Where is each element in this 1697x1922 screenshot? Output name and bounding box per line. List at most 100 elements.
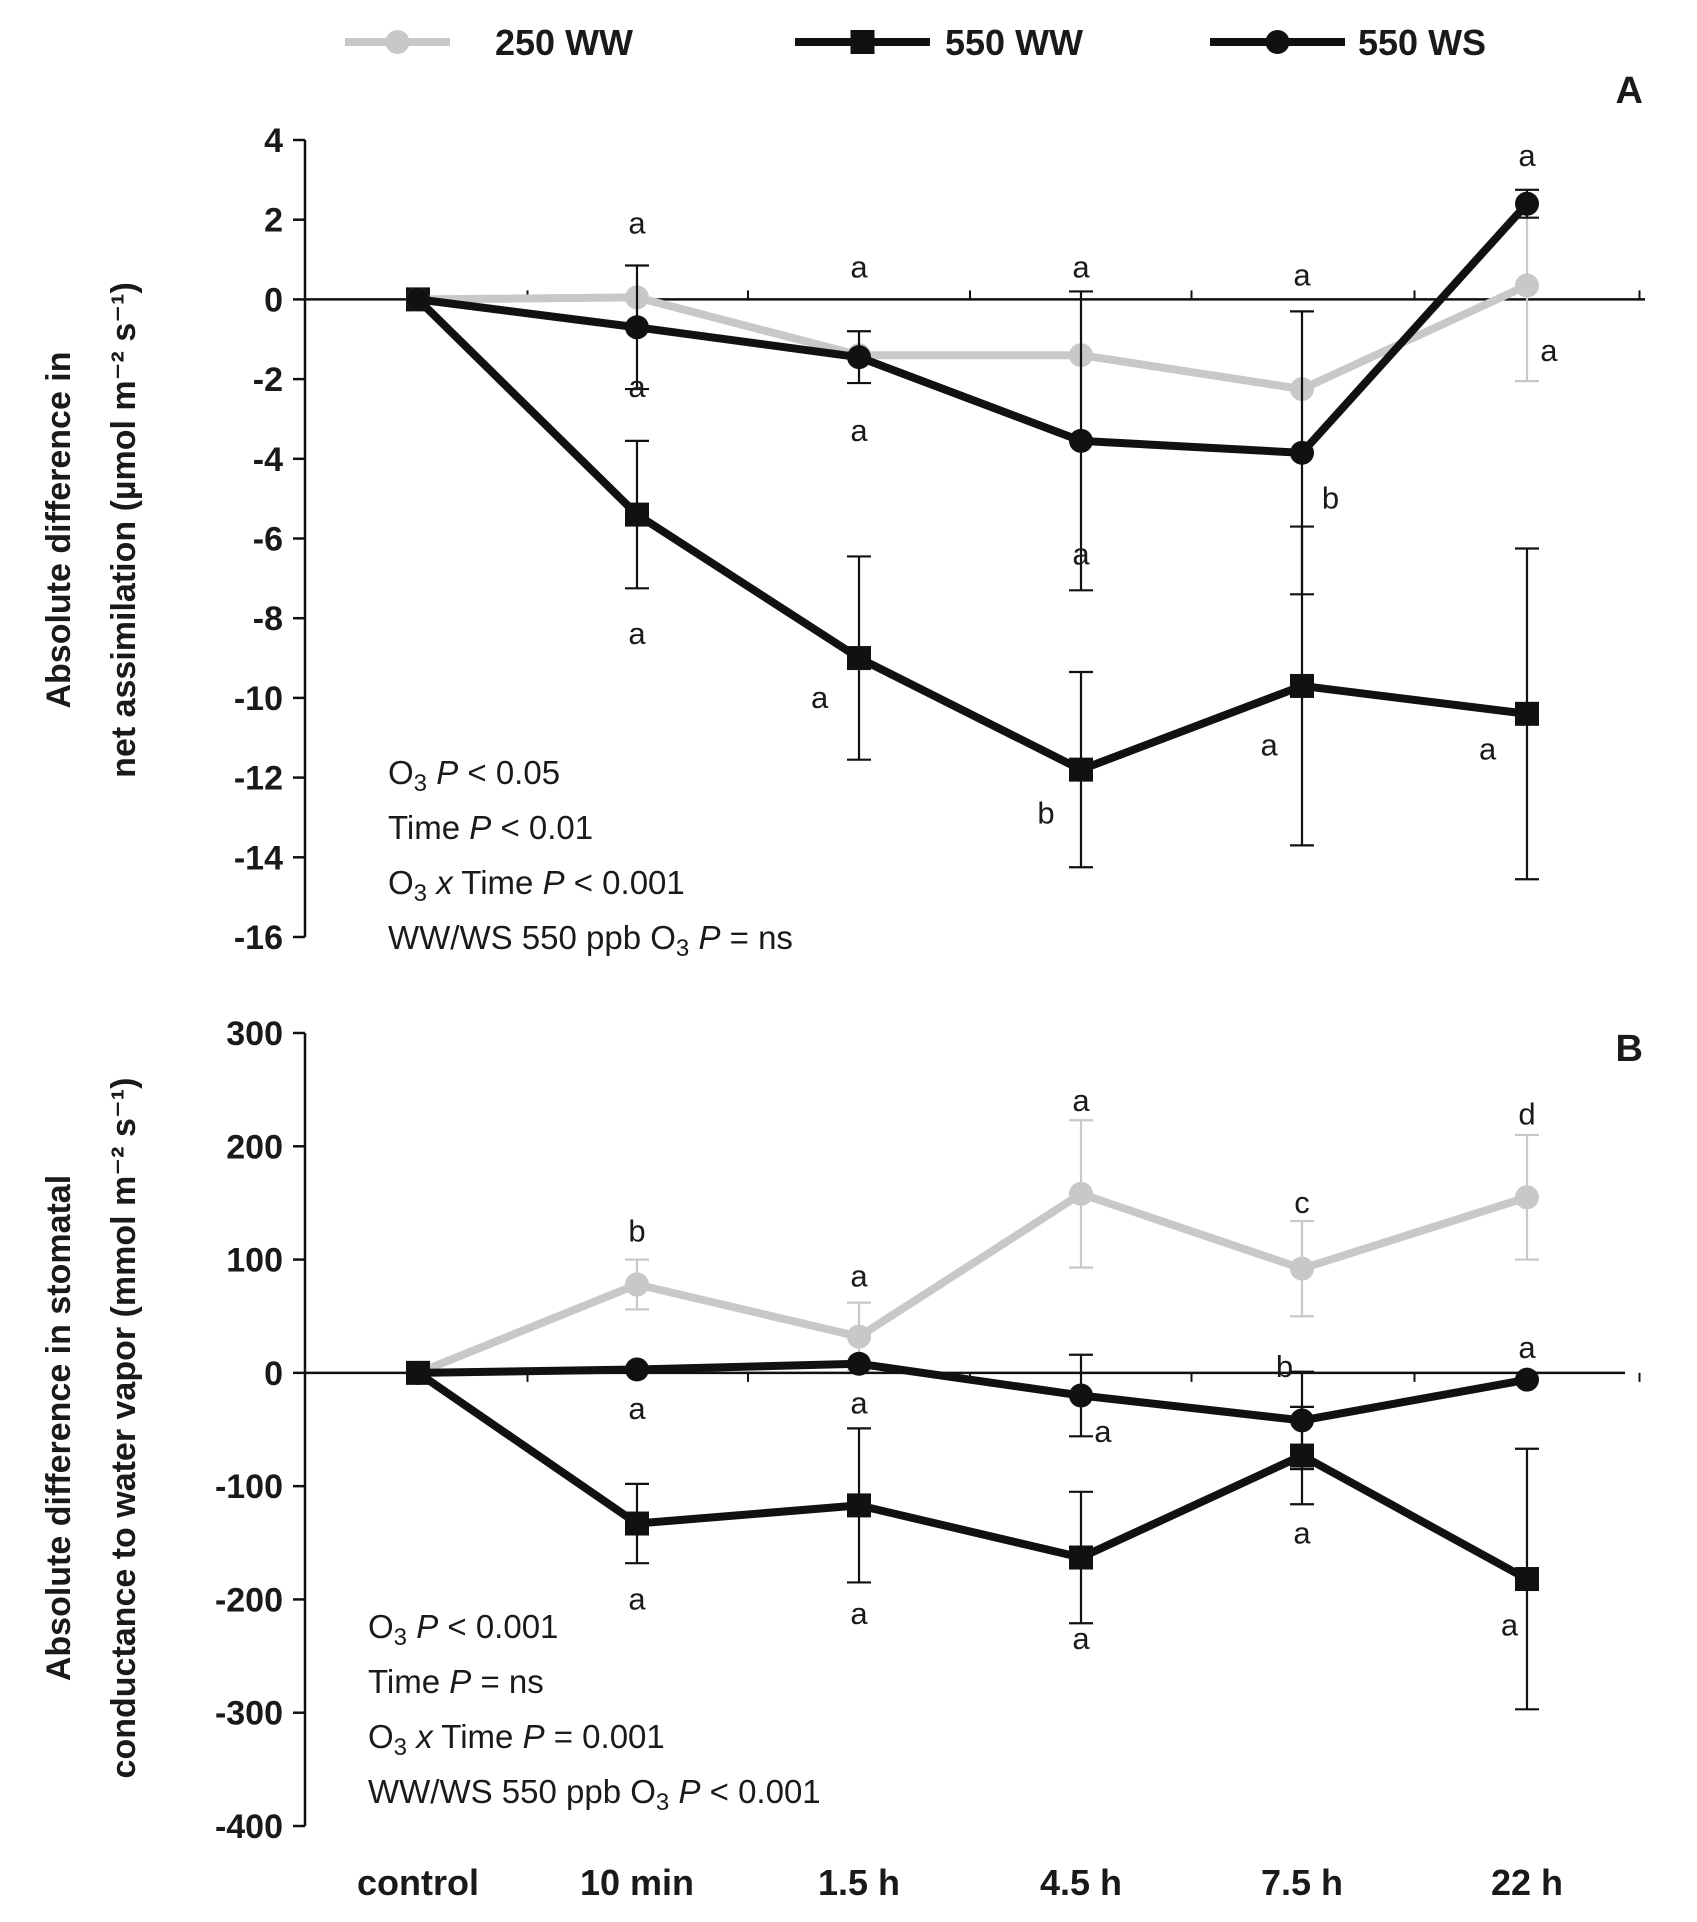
significance-letter: b	[1037, 795, 1054, 830]
x-tick-label-1-5-h: 1.5 h	[818, 1862, 900, 1903]
x-tick-label-7-5-h: 7.5 h	[1261, 1862, 1343, 1903]
y-tick-label: -300	[215, 1695, 283, 1733]
stat-segment: < 0.01	[491, 809, 593, 846]
legend-item-550-ww: 550 WW	[795, 22, 1083, 63]
series-line-550-ww	[415, 1369, 1529, 1583]
y-tick-label: -100	[215, 1468, 283, 1506]
series-line-250-ww	[417, 281, 1529, 394]
y-tick-label: -10	[234, 680, 283, 718]
data-point-550-ws	[1069, 428, 1093, 453]
data-point-550-ww	[1515, 1567, 1539, 1592]
data-point-250-ww	[1069, 1181, 1093, 1206]
significance-letter: a	[1293, 257, 1311, 292]
data-point-550-ws	[1515, 1367, 1539, 1392]
stat-line: Time P = ns	[368, 1663, 544, 1700]
stat-segment: Time	[388, 809, 469, 846]
data-point-550-ww	[1069, 1545, 1093, 1570]
stat-segment	[427, 864, 436, 901]
data-point-250-ww	[625, 1272, 649, 1297]
data-point-550-ws	[625, 1357, 649, 1382]
significance-letter: a	[1072, 250, 1090, 285]
stat-segment: < 0.001	[700, 1773, 820, 1810]
stat-segment: < 0.001	[565, 864, 685, 901]
data-point-550-ww	[625, 1511, 649, 1536]
x-axis-category-labels: control 10 min 1.5 h 4.5 h 7.5 h 22 h	[357, 1862, 1563, 1903]
stat-segment: P	[416, 1608, 438, 1645]
series-line-550-ww	[415, 296, 1528, 774]
data-point-550-ww	[625, 502, 649, 527]
y-tick-label: -14	[234, 839, 283, 877]
x-tick-label-control: control	[357, 1862, 479, 1903]
legend-marker-550-ww	[850, 30, 875, 54]
y-tick-label: -200	[215, 1581, 283, 1619]
stat-segment: Time	[433, 1718, 523, 1755]
significance-letter: a	[1261, 728, 1279, 763]
series-line-250-ww	[416, 1189, 1529, 1377]
stat-segment: = ns	[720, 919, 792, 956]
significance-letter: a	[850, 413, 868, 448]
y-axis-label-line: Absolute difference in stomatal	[40, 1175, 78, 1681]
stat-line: WW/WS 550 ppb O3 P = ns	[388, 919, 793, 962]
data-point-550-ww	[1069, 757, 1093, 782]
significance-letter: a	[811, 680, 829, 715]
stat-segment: P	[678, 1773, 700, 1810]
y-tick-label: -2	[253, 361, 283, 399]
data-point-550-ws	[406, 287, 430, 312]
stat-segment	[407, 1718, 416, 1755]
data-point-550-ww	[1290, 673, 1314, 698]
significance-letter: b	[1276, 1349, 1293, 1384]
stat-segment: 3	[414, 770, 427, 797]
stat-segment: Time	[368, 1663, 449, 1700]
stat-segment: WW/WS 550 ppb O	[368, 1773, 656, 1810]
significance-letter: a	[628, 206, 646, 241]
legend-item-250-ww: 250 WW	[345, 22, 633, 63]
stat-segment	[669, 1773, 678, 1810]
significance-letter: d	[1518, 1097, 1535, 1132]
y-tick-label: 2	[264, 202, 283, 240]
data-point-550-ws	[406, 1360, 430, 1385]
y-tick-label: -8	[253, 600, 283, 638]
stat-segment: 3	[414, 880, 427, 907]
stat-segment: = ns	[471, 1663, 543, 1700]
stat-line: O3 P < 0.001	[368, 1608, 558, 1651]
legend-marker-550-ws	[1265, 30, 1290, 54]
significance-letter: a	[1094, 1414, 1112, 1449]
x-tick-label-10-min: 10 min	[580, 1862, 694, 1903]
stat-line: O3 x Time P < 0.001	[388, 864, 685, 907]
significance-letter: a	[1072, 1083, 1090, 1118]
stat-segment	[427, 754, 436, 791]
significance-letter: a	[850, 1596, 868, 1631]
data-point-250-ww	[1290, 1256, 1314, 1281]
legend: 250 WW 550 WW 550 WS	[345, 22, 1486, 63]
legend-label-550-ww: 550 WW	[945, 22, 1083, 63]
stat-segment: 3	[676, 935, 689, 962]
data-point-550-ws	[847, 1351, 871, 1376]
y-tick-label: 300	[226, 1015, 283, 1053]
data-point-550-ws	[847, 345, 871, 370]
significance-letter: a	[628, 1581, 646, 1616]
panel-label: A	[1616, 70, 1643, 112]
data-point-550-ws	[1069, 1383, 1093, 1408]
data-point-250-ww	[1515, 1185, 1539, 1210]
data-point-550-ws	[625, 315, 649, 340]
y-axis-label-line: Absolute difference in	[40, 351, 78, 708]
stat-segment: x	[414, 1718, 434, 1755]
data-point-550-ww	[847, 646, 871, 671]
significance-letter: a	[628, 616, 646, 651]
stat-segment	[407, 1608, 416, 1645]
significance-letter: c	[1294, 1185, 1310, 1220]
data-point-550-ws	[1290, 440, 1314, 465]
y-tick-label: -400	[215, 1808, 283, 1846]
significance-letter: b	[628, 1213, 645, 1248]
y-tick-label: 100	[226, 1242, 283, 1280]
y-tick-label: 0	[264, 1355, 283, 1393]
panel-a: 4 2 0 -2 -4 -6 -8 -10 -12 -14 -16 Absolute differen…	[40, 70, 1645, 962]
stat-segment: 3	[656, 1789, 669, 1816]
stat-segment: P	[469, 809, 491, 846]
series-line-550-ws	[417, 201, 1530, 457]
significance-letter: a	[1501, 1607, 1519, 1642]
y-axis-label-line: conductance to water vapor (mmol m⁻² s⁻¹…	[105, 1078, 143, 1779]
data-point-550-ws	[1290, 1408, 1314, 1433]
data-point-550-ws	[1515, 191, 1539, 216]
significance-letter: a	[1479, 732, 1497, 767]
